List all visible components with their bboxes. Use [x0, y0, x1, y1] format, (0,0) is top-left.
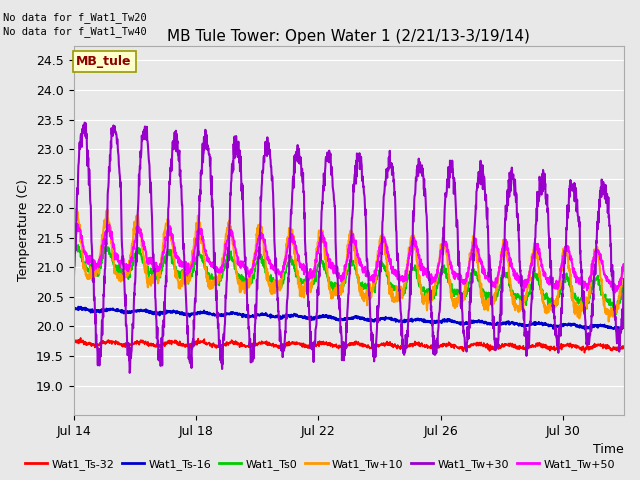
Title: MB Tule Tower: Open Water 1 (2/21/13-3/19/14): MB Tule Tower: Open Water 1 (2/21/13-3/1…: [168, 29, 530, 45]
Text: No data for f_Wat1_Tw40: No data for f_Wat1_Tw40: [3, 26, 147, 37]
Text: No data for f_Wat1_Tw20: No data for f_Wat1_Tw20: [3, 12, 147, 23]
Y-axis label: Temperature (C): Temperature (C): [17, 180, 31, 281]
Text: MB_tule: MB_tule: [76, 55, 132, 68]
Legend: Wat1_Ts-32, Wat1_Ts-16, Wat1_Ts0, Wat1_Tw+10, Wat1_Tw+30, Wat1_Tw+50: Wat1_Ts-32, Wat1_Ts-16, Wat1_Ts0, Wat1_T…: [20, 455, 620, 474]
X-axis label: Time: Time: [593, 444, 624, 456]
